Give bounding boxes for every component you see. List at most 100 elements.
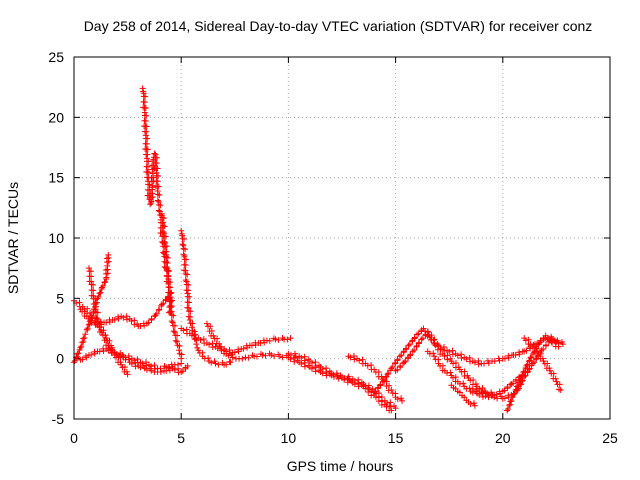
data-point-interp xyxy=(514,382,521,389)
chart-title: Day 258 of 2014, Sidereal Day-to-day VTE… xyxy=(84,18,593,34)
data-point xyxy=(171,329,178,336)
data-point-interp xyxy=(460,380,467,387)
data-point-interp xyxy=(291,350,298,357)
data-point xyxy=(469,385,476,392)
data-point xyxy=(105,251,112,258)
data-point-interp xyxy=(537,338,544,345)
data-point-interp xyxy=(253,353,260,360)
data-point-interp xyxy=(148,162,155,169)
data-point-interp xyxy=(137,323,144,330)
data-point-interp xyxy=(501,395,508,402)
data-point xyxy=(388,365,395,372)
data-point xyxy=(152,312,159,319)
data-point-interp xyxy=(185,299,192,306)
data-point-interp xyxy=(111,316,118,323)
data-point-interp xyxy=(475,361,482,368)
data-point-interp xyxy=(240,345,247,352)
data-point-interp xyxy=(556,381,563,388)
data-point-interp xyxy=(531,349,538,356)
data-point-interp xyxy=(537,350,544,357)
data-point-interp xyxy=(548,333,555,340)
data-point-interp xyxy=(90,287,97,294)
data-point-interp xyxy=(351,377,358,384)
data-point xyxy=(339,373,345,380)
data-point xyxy=(94,315,101,322)
data-point-interp xyxy=(101,279,108,286)
data-point-interp xyxy=(142,104,149,111)
data-point-interp xyxy=(95,293,102,300)
data-point-interp xyxy=(141,99,148,106)
data-point-interp xyxy=(171,366,178,373)
data-point-interp xyxy=(385,370,392,377)
data-point xyxy=(167,309,174,316)
data-point-interp xyxy=(364,362,371,369)
data-point-interp xyxy=(88,273,95,280)
data-point-interp xyxy=(142,117,149,124)
data-point-interp xyxy=(157,365,164,372)
data-point-interp xyxy=(78,343,85,350)
data-point-interp xyxy=(216,340,223,347)
data-point xyxy=(534,348,541,355)
data-point-interp xyxy=(521,368,528,375)
data-point xyxy=(98,284,105,291)
data-point-interp xyxy=(301,363,308,370)
data-point-interp xyxy=(157,202,164,209)
data-point xyxy=(176,347,183,354)
data-point xyxy=(147,201,154,208)
data-point xyxy=(276,353,283,360)
data-point-interp xyxy=(120,314,127,321)
data-point-interp xyxy=(279,354,286,361)
data-point-interp xyxy=(512,352,519,359)
data-point xyxy=(210,332,217,339)
data-point-interp xyxy=(225,352,232,359)
data-point-interp xyxy=(501,355,508,362)
data-point-interp xyxy=(471,359,478,366)
data-point-interp xyxy=(144,135,151,142)
data-point-interp xyxy=(160,222,167,229)
x-tick-label: 20 xyxy=(495,430,511,446)
data-point-interp xyxy=(205,355,212,362)
data-point-interp xyxy=(147,190,154,197)
data-point-interp xyxy=(511,390,518,397)
data-point xyxy=(118,361,125,368)
data-point-interp xyxy=(154,191,161,198)
data-point-interp xyxy=(550,370,557,377)
grid xyxy=(74,57,610,419)
data-point-interp xyxy=(102,267,109,274)
y-tick-label: 0 xyxy=(56,351,64,367)
data-point-interp xyxy=(544,334,551,341)
data-point-interp xyxy=(171,322,178,329)
data-point xyxy=(178,227,185,234)
data-point-interp xyxy=(398,395,405,402)
data-point-interp xyxy=(214,335,221,342)
data-point-interp xyxy=(463,356,470,363)
data-point xyxy=(285,350,292,357)
data-point xyxy=(195,347,202,354)
data-point-interp xyxy=(185,281,192,288)
data-point xyxy=(186,317,193,324)
y-tick-label: 10 xyxy=(48,230,64,246)
data-point xyxy=(392,405,399,412)
data-point-interp xyxy=(81,335,88,342)
data-point-interp xyxy=(491,358,498,365)
data-point-interp xyxy=(139,360,146,367)
data-point-interp xyxy=(519,372,526,379)
data-point-interp xyxy=(532,356,539,363)
data-point xyxy=(523,362,530,369)
data-point-interp xyxy=(92,301,99,308)
data-point-interp xyxy=(517,376,524,383)
data-point xyxy=(555,339,562,346)
data-point-interp xyxy=(470,400,477,407)
data-point-interp xyxy=(526,358,532,365)
data-point-interp xyxy=(93,314,100,321)
data-point xyxy=(431,339,438,346)
data-point xyxy=(188,324,195,331)
data-point-interp xyxy=(180,251,187,258)
data-point xyxy=(268,352,275,359)
data-point xyxy=(510,391,517,398)
data-point-interp xyxy=(187,308,194,315)
data-point-interp xyxy=(215,361,222,368)
data-point-interp xyxy=(407,352,414,359)
data-point-interp xyxy=(546,365,553,372)
